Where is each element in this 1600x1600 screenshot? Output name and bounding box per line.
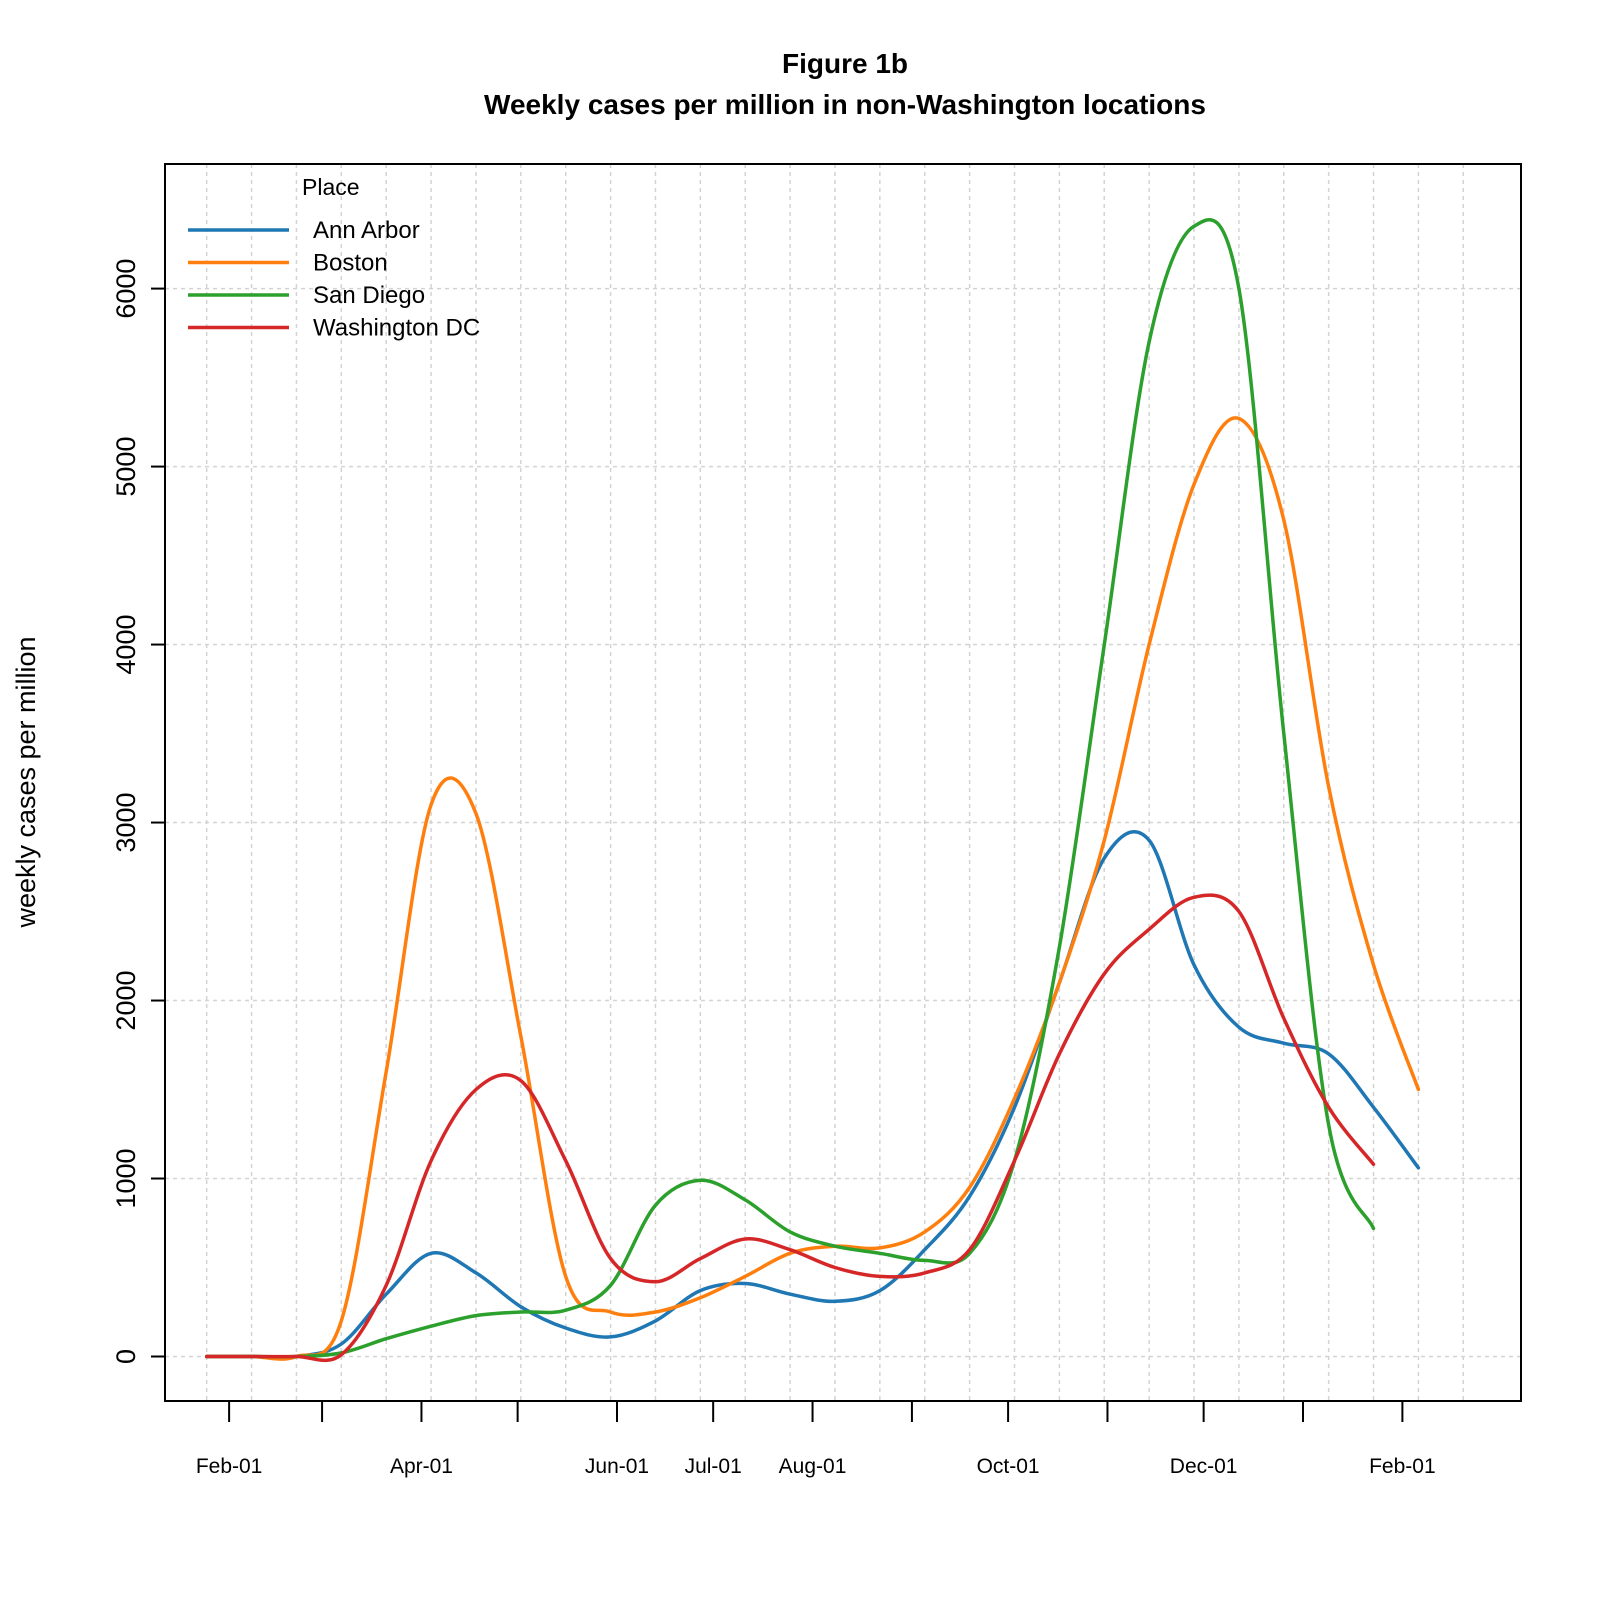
y-axis: 0 1000 2000 3000 4000 5000 6000 bbox=[111, 259, 165, 1364]
legend-item-boston: Boston bbox=[188, 250, 388, 277]
y-tick-label: 1000 bbox=[111, 1148, 141, 1208]
x-tick-label: Oct-01 bbox=[977, 1455, 1040, 1478]
series-line-washington-dc bbox=[204, 893, 1376, 1363]
grid bbox=[165, 164, 1521, 1401]
y-tick-label: 4000 bbox=[111, 615, 141, 675]
series-lines bbox=[204, 217, 1421, 1363]
y-tick-label: 5000 bbox=[111, 437, 141, 497]
legend-label: Boston bbox=[313, 250, 388, 277]
x-tick-label: Feb-01 bbox=[1369, 1455, 1436, 1478]
legend-item-ann-arbor: Ann Arbor bbox=[188, 217, 420, 244]
chart-subtitle: Weekly cases per million in non-Washingt… bbox=[484, 89, 1206, 120]
chart-title: Figure 1b bbox=[782, 48, 908, 79]
series-line-boston bbox=[204, 416, 1421, 1361]
legend-label: Washington DC bbox=[313, 315, 480, 342]
x-tick-label: Apr-01 bbox=[390, 1455, 453, 1478]
y-axis-label: weekly cases per million bbox=[11, 636, 41, 928]
y-tick-label: 2000 bbox=[111, 970, 141, 1030]
series-line-ann-arbor bbox=[204, 830, 1421, 1360]
legend-label: Ann Arbor bbox=[313, 217, 420, 244]
x-axis: Feb-01 Apr-01 Jun-01 Jul-01 Aug-01 Oct-01 Dec-… bbox=[196, 1401, 1436, 1478]
series-line-san-diego bbox=[204, 217, 1376, 1359]
y-tick-label: 0 bbox=[111, 1349, 141, 1364]
x-tick-label: Jul-01 bbox=[685, 1455, 742, 1478]
legend: Place Ann Arbor Boston San Diego Washington… bbox=[188, 174, 480, 342]
y-tick-label: 3000 bbox=[111, 793, 141, 853]
legend-title: Place bbox=[302, 174, 360, 200]
y-tick-label: 6000 bbox=[111, 259, 141, 319]
legend-label: San Diego bbox=[313, 282, 425, 309]
x-tick-label: Feb-01 bbox=[196, 1455, 263, 1478]
x-tick-label: Dec-01 bbox=[1170, 1455, 1238, 1478]
legend-item-washington-dc: Washington DC bbox=[188, 315, 480, 342]
plot-frame bbox=[164, 163, 1522, 1402]
x-tick-label: Jun-01 bbox=[585, 1455, 649, 1478]
legend-item-san-diego: San Diego bbox=[188, 282, 425, 309]
x-tick-label: Aug-01 bbox=[779, 1455, 847, 1478]
